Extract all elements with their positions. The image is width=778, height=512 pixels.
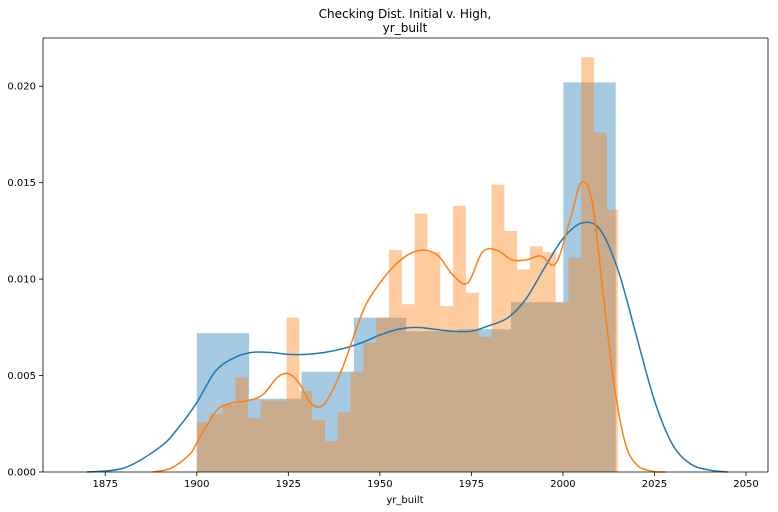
hist-bar-orange-2 (222, 404, 236, 472)
hist-bar-orange-11 (337, 412, 351, 472)
hist-bar-blue-2 (301, 371, 354, 472)
hist-bar-blue-1 (249, 398, 302, 472)
chart-title-line2: yr_built (383, 21, 428, 35)
x-tick-label-2000: 2000 (550, 479, 575, 490)
x-tick-label-2025: 2025 (642, 479, 667, 490)
hist-bar-orange-18 (427, 252, 441, 472)
hist-bar-orange-14 (376, 317, 390, 472)
hist-bar-orange-32 (606, 209, 618, 473)
hist-bar-orange-12 (350, 371, 364, 472)
x-tick-label-1925: 1925 (276, 479, 301, 490)
hist-bar-blue-5 (458, 329, 511, 472)
y-tick-label-4: 0.020 (7, 82, 36, 93)
hist-bar-orange-29 (568, 257, 582, 472)
kde-line-orange (152, 181, 666, 473)
hist-bar-orange-19 (440, 306, 454, 472)
hist-bar-blue-4 (406, 331, 459, 472)
hist-bar-blue-3 (353, 317, 407, 472)
hist-bar-orange-0 (196, 421, 210, 472)
plot-area: 1875 1900 1925 1950 1975 2000 2025 2050 0.000 0.0… (7, 37, 769, 490)
y-tick-label-1: 0.005 (7, 371, 36, 382)
hist-bar-orange-13 (363, 342, 377, 472)
hist-bar-orange-5 (260, 400, 274, 472)
hist-bar-orange-20 (453, 205, 466, 472)
hist-bar-orange-3 (235, 377, 249, 472)
x-tick-label-1950: 1950 (367, 479, 392, 490)
hist-bar-orange-23 (491, 184, 505, 472)
hist-bar-orange-17 (414, 213, 428, 472)
y-tick-label-0: 0.000 (7, 468, 36, 479)
x-axis-label: yr_built (386, 495, 423, 506)
hist-bar-orange-1 (209, 414, 223, 472)
hist-bar-orange-25 (517, 269, 530, 472)
hist-bar-orange-7 (286, 317, 300, 472)
x-tick-label-1875: 1875 (93, 479, 118, 490)
hist-bar-orange-22 (478, 336, 492, 472)
x-tick-label-2050: 2050 (733, 479, 758, 490)
hist-bar-orange-15 (389, 250, 402, 472)
hist-bar-orange-8 (299, 390, 313, 472)
x-tick-label-1900: 1900 (184, 479, 209, 490)
y-tick-label-3: 0.015 (7, 178, 36, 189)
hist-bar-orange-28 (555, 302, 569, 472)
y-tick-label-2: 0.010 (7, 275, 36, 286)
hist-bar-orange-31 (594, 132, 607, 472)
chart-title-line1: Checking Dist. Initial v. High, (319, 7, 492, 21)
hist-bar-orange-4 (248, 417, 261, 472)
hist-bar-orange-26 (529, 246, 543, 472)
hist-bar-orange-27 (542, 252, 556, 472)
hist-bar-orange-9 (312, 419, 325, 472)
hist-bar-blue-0 (196, 333, 250, 472)
hist-bar-orange-30 (581, 57, 595, 472)
kde-line-blue (86, 221, 728, 473)
x-tick-label-1975: 1975 (459, 479, 484, 490)
hist-bar-orange-6 (273, 400, 287, 472)
hist-bar-orange-10 (324, 441, 338, 472)
hist-bar-orange-16 (401, 304, 415, 472)
hist-bar-blue-6 (510, 302, 564, 472)
hist-bar-blue-7 (563, 82, 616, 473)
hist-bar-orange-21 (465, 292, 479, 472)
hist-bar-orange-24 (504, 230, 518, 472)
